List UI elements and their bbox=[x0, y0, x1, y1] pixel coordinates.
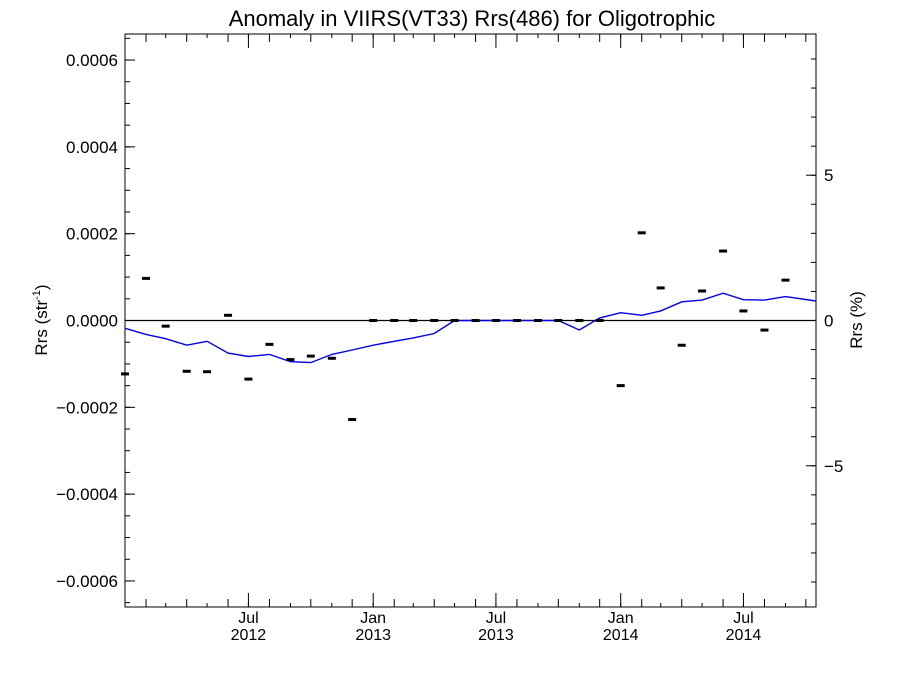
x-tick-month-label: Jul bbox=[238, 610, 258, 627]
monthly-marker bbox=[348, 417, 357, 421]
x-tick-month-label: Jan bbox=[360, 610, 386, 627]
monthly-marker bbox=[244, 377, 253, 381]
monthly-marker bbox=[265, 342, 274, 346]
x-tick-year-label: 2012 bbox=[231, 627, 267, 644]
x-tick-year-label: 2013 bbox=[478, 627, 514, 644]
monthly-marker bbox=[760, 328, 769, 332]
x-tick-year-label: 2014 bbox=[726, 627, 762, 644]
monthly-marker bbox=[719, 249, 728, 253]
monthly-marker bbox=[121, 372, 129, 376]
monthly-marker bbox=[182, 369, 191, 373]
y-tick-label: 0.0000 bbox=[66, 312, 118, 331]
y-tick-label: −0.0002 bbox=[56, 398, 118, 417]
monthly-marker bbox=[616, 384, 625, 388]
monthly-marker bbox=[450, 319, 459, 322]
series-layer bbox=[121, 231, 817, 421]
y-tick-label: 0.0004 bbox=[66, 138, 118, 157]
monthly-marker bbox=[306, 354, 315, 358]
monthly-marker bbox=[161, 324, 170, 328]
monthly-marker bbox=[224, 313, 233, 317]
x-tick-year-label: 2014 bbox=[603, 627, 639, 644]
monthly-marker bbox=[369, 319, 378, 322]
monthly-marker bbox=[203, 370, 212, 374]
monthly-marker bbox=[491, 319, 500, 322]
monthly-marker bbox=[390, 319, 399, 322]
y2-tick-label: −5 bbox=[824, 457, 843, 476]
y-tick-label: −0.0004 bbox=[56, 485, 118, 504]
monthly-marker bbox=[677, 343, 686, 347]
monthly-marker bbox=[471, 319, 480, 322]
x-tick-month-label: Jul bbox=[733, 610, 753, 627]
right-y-axis-label: Rrs (%) bbox=[847, 291, 866, 349]
y-axis-label: Rrs (str-1) bbox=[31, 284, 51, 355]
monthly-marker bbox=[554, 319, 563, 322]
monthly-marker bbox=[575, 319, 584, 322]
y-tick-label: 0.0002 bbox=[66, 225, 118, 244]
y-tick-label: 0.0006 bbox=[66, 51, 118, 70]
x-tick-year-label: 2013 bbox=[355, 627, 391, 644]
monthly-marker bbox=[698, 289, 707, 293]
y-tick-label: −0.0006 bbox=[56, 572, 118, 591]
monthly-marker bbox=[327, 356, 336, 360]
monthly-marker bbox=[595, 319, 604, 322]
left-axis: −0.0006 −0.0004 −0.0002 0.0000 0.0002 0.0004 0… bbox=[56, 37, 135, 604]
monthly-marker bbox=[739, 309, 748, 313]
monthly-marker bbox=[533, 319, 542, 322]
x-tick-month-label: Jan bbox=[608, 610, 634, 627]
anomaly-line bbox=[124, 292, 817, 364]
right-axis: −5 0 5 bbox=[806, 58, 843, 583]
y2-tick-label: 5 bbox=[824, 166, 833, 185]
monthly-marker bbox=[656, 286, 665, 290]
monthly-marker bbox=[286, 358, 295, 362]
monthly-marker bbox=[142, 276, 151, 280]
monthly-marker bbox=[512, 319, 521, 322]
chart-title: Anomaly in VIIRS(VT33) Rrs(486) for Olig… bbox=[229, 6, 716, 31]
monthly-marker bbox=[637, 231, 646, 235]
monthly-marker bbox=[781, 278, 790, 282]
monthly-marker bbox=[409, 319, 418, 322]
monthly-marker bbox=[430, 319, 439, 322]
x-tick-month-label: Jul bbox=[486, 610, 506, 627]
y2-tick-label: 0 bbox=[824, 312, 833, 331]
